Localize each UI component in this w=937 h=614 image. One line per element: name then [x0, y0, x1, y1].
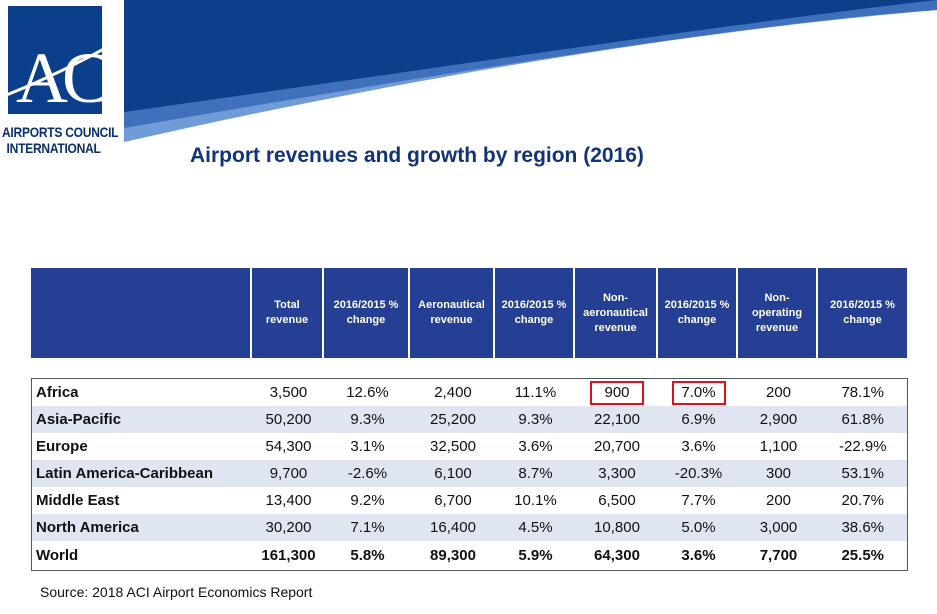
- table-cell: 9.3%: [495, 406, 576, 433]
- table-cell: 16,400: [410, 514, 496, 541]
- table-cell: 5.9%: [518, 547, 553, 564]
- table-cell: 10,800: [575, 514, 659, 541]
- table-cell: -20.3%: [658, 460, 739, 487]
- header-blank-cell: [31, 268, 252, 358]
- table-cell: 64,300: [594, 547, 640, 564]
- table-cell: 54,300: [265, 438, 312, 455]
- org-name-line2: INTERNATIONAL: [6, 140, 101, 156]
- column-header: 2016/2015 % change: [324, 268, 410, 358]
- table-cell: 200: [765, 492, 792, 509]
- table-cell: 2,400: [434, 384, 472, 401]
- table-cell: 5.0%: [658, 514, 739, 541]
- table-cell: 3.6%: [681, 547, 716, 564]
- table-row: Africa 3,500 12.6% 2,400 11.1% 900 7.0% 200 78.1…: [32, 379, 908, 407]
- table-cell: 20,700: [594, 438, 640, 455]
- table-cell: 5.8%: [350, 547, 385, 564]
- table-cell: 30,200: [252, 514, 325, 541]
- region-name: North America: [31, 514, 253, 541]
- highlighted-value: 7.0%: [671, 380, 726, 405]
- table-cell: 4.5%: [495, 514, 576, 541]
- table-row: Latin America-Caribbean 9,700 -2.6% 6,100 8.…: [31, 460, 908, 487]
- region-name: World: [36, 547, 79, 564]
- table-cell: 6,100: [410, 460, 496, 487]
- table-cell: 6,500: [598, 492, 636, 509]
- table-cell: 161,300: [261, 547, 316, 564]
- aci-logo: ACI AIRPORTS COUNCIL INTERNATIONAL: [0, 0, 124, 160]
- table-cell: 25,200: [410, 406, 496, 433]
- table-cell: 8.7%: [495, 460, 576, 487]
- table-cell: 7.7%: [681, 492, 716, 509]
- table-cell: 13,400: [265, 492, 312, 509]
- aci-logo-mark: ACI: [4, 6, 120, 118]
- column-header: Aeronautical revenue: [410, 268, 495, 358]
- table-row: Middle East 13,400 9.2% 6,700 10.1% 6,500 7.7%…: [32, 487, 908, 514]
- table-cell: 20.7%: [841, 492, 885, 509]
- column-header: 2016/2015 % change: [818, 268, 907, 358]
- logo-letters: ACI: [16, 38, 120, 118]
- table-cell: 3,000: [738, 514, 819, 541]
- page-title: Airport revenues and growth by region (2…: [190, 144, 644, 167]
- table-cell: 300: [738, 460, 819, 487]
- column-header: Total revenue: [252, 268, 324, 358]
- table-cell: 9,700: [252, 460, 325, 487]
- table-cell: 900: [576, 379, 659, 407]
- region-name: Europe: [36, 438, 88, 455]
- table-cell: 1,100: [759, 438, 798, 455]
- header-banner: [124, 0, 937, 142]
- table-row: Europe 54,300 3.1% 32,500 3.6% 20,700 3.6% 1,10…: [32, 433, 908, 460]
- table-cell: 7,700: [759, 547, 798, 564]
- table-cell: 3.1%: [350, 438, 385, 455]
- region-name: Latin America-Caribbean: [31, 460, 253, 487]
- table-cell: 32,500: [430, 438, 476, 455]
- table-cell: 25.5%: [841, 547, 885, 564]
- table-cell: 9.3%: [324, 406, 411, 433]
- table-body: Africa 3,500 12.6% 2,400 11.1% 900 7.0% 200 78.1…: [31, 378, 908, 571]
- org-name-line1: AIRPORTS COUNCIL: [2, 124, 119, 140]
- table-cell: 3,300: [575, 460, 659, 487]
- table-cell: 89,300: [430, 547, 476, 564]
- table-row: North America 30,200 7.1% 16,400 4.5% 10,800 5…: [31, 514, 908, 541]
- column-header: 2016/2015 % change: [495, 268, 575, 358]
- table-cell: 38.6%: [818, 514, 908, 541]
- table-cell: 2,900: [738, 406, 819, 433]
- table-cell: 6.9%: [658, 406, 739, 433]
- revenue-table: Total revenue 2016/2015 % change Aeronauti…: [31, 268, 908, 571]
- table-cell: 9.2%: [350, 492, 385, 509]
- table-cell: 22,100: [575, 406, 659, 433]
- table-cell: -2.6%: [324, 460, 411, 487]
- table-header: Total revenue 2016/2015 % change Aeronauti…: [31, 268, 907, 358]
- column-header: 2016/2015 % change: [658, 268, 738, 358]
- table-cell: 7.0%: [659, 379, 739, 407]
- table-cell: 53.1%: [818, 460, 908, 487]
- table-cell: 3.6%: [681, 438, 716, 455]
- region-name: Africa: [36, 384, 79, 401]
- table-cell: 11.1%: [514, 384, 557, 401]
- table-cell: 7.1%: [324, 514, 411, 541]
- region-name: Middle East: [36, 492, 120, 509]
- table-row: World 161,300 5.8% 89,300 5.9% 64,300 3.6% 7,70…: [32, 541, 908, 571]
- highlighted-value: 900: [590, 380, 644, 405]
- source-note: Source: 2018 ACI Airport Economics Repor…: [40, 584, 313, 600]
- column-header: Non-aeronautical revenue: [575, 268, 658, 358]
- table-cell: 12.6%: [346, 384, 389, 401]
- table-cell: 3.6%: [518, 438, 553, 455]
- table-cell: 10.1%: [514, 492, 557, 509]
- table-cell: 78.1%: [841, 384, 885, 401]
- table-cell: 200: [765, 384, 792, 401]
- org-name: AIRPORTS COUNCIL INTERNATIONAL: [2, 124, 119, 156]
- banner-dark-swoosh: [124, 0, 937, 112]
- column-header: Non-operating revenue: [738, 268, 818, 358]
- table-cell: 6,700: [434, 492, 472, 509]
- table-cell: 61.8%: [818, 406, 908, 433]
- table-cell: -22.9%: [838, 438, 887, 455]
- table-row: Asia-Pacific 50,200 9.3% 25,200 9.3% 22,100 6.…: [31, 406, 908, 433]
- table-cell: 50,200: [252, 406, 325, 433]
- region-name: Asia-Pacific: [31, 406, 253, 433]
- table-cell: 3,500: [269, 384, 308, 401]
